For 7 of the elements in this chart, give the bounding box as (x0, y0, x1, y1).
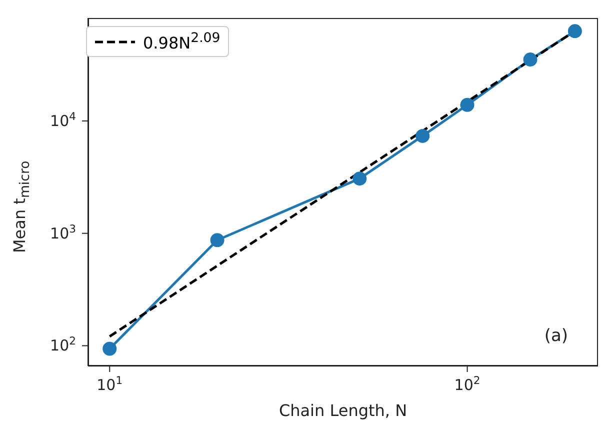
y-tick-label: 10$^{4}$ (50, 109, 76, 130)
annotation: (a) (544, 326, 568, 346)
x-axis-title: Chain Length, N (278, 401, 408, 420)
legend-label: 0.98N$^{2.09}$ (143, 31, 220, 52)
y-tick-label: 10$^{2}$ (50, 334, 76, 355)
y-tick-label: 10$^{3}$ (50, 222, 76, 242)
x-tick-label: 10$^{1}$ (96, 374, 123, 394)
